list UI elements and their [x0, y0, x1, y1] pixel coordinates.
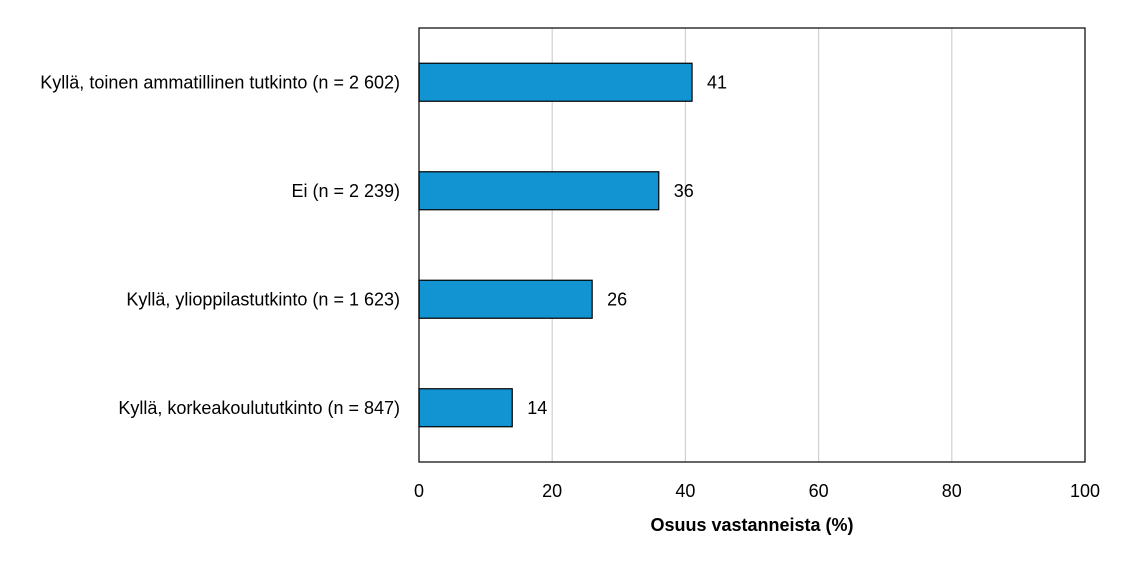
- category-label-3: Kyllä, ylioppilastutkinto (n = 1 623): [126, 289, 400, 309]
- x-tick-label-20: 20: [542, 481, 562, 501]
- bar-2: [418, 171, 660, 211]
- data-label-4: 14: [527, 398, 547, 418]
- x-tick-label-40: 40: [675, 481, 695, 501]
- x-tick-label-0: 0: [414, 481, 424, 501]
- x-tick-labels: 0 20 40 60 80 100: [414, 481, 1100, 501]
- data-label-3: 26: [607, 289, 627, 309]
- x-tick-label-100: 100: [1070, 481, 1100, 501]
- bar-1: [418, 62, 693, 102]
- data-labels: 41 36 26 14: [527, 72, 727, 418]
- category-label-4: Kyllä, korkeakoulututkinto (n = 847): [118, 398, 400, 418]
- category-label-1: Kyllä, toinen ammatillinen tutkinto (n =…: [40, 72, 400, 92]
- x-axis-title: Osuus vastanneista (%): [650, 515, 853, 535]
- data-label-1: 41: [707, 72, 727, 92]
- bar-4: [418, 388, 513, 428]
- x-tick-label-60: 60: [809, 481, 829, 501]
- bar-3: [418, 279, 593, 319]
- data-label-2: 36: [674, 181, 694, 201]
- category-labels: Kyllä, toinen ammatillinen tutkinto (n =…: [40, 72, 400, 418]
- x-tick-label-80: 80: [942, 481, 962, 501]
- bars: [418, 62, 693, 428]
- category-label-2: Ei (n = 2 239): [291, 181, 400, 201]
- plot-area-frame: [418, 27, 1086, 463]
